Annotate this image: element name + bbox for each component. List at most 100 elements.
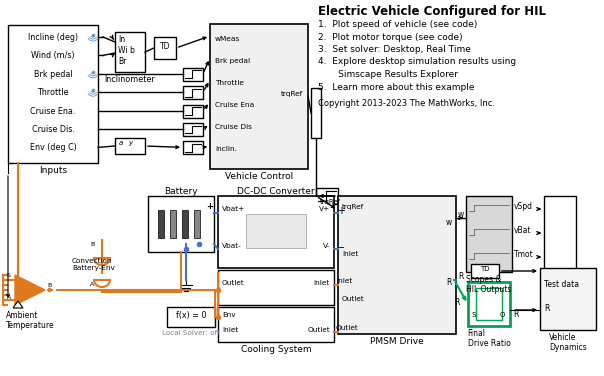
Text: wMeas: wMeas (215, 36, 240, 42)
Text: A: A (7, 295, 11, 300)
Text: TD: TD (480, 266, 490, 272)
Text: O: O (500, 312, 506, 318)
Bar (218, 196, 334, 268)
Bar (210, 24, 308, 169)
Bar (544, 196, 576, 272)
Text: trqRef: trqRef (281, 91, 303, 97)
Text: Final
Drive Ratio: Final Drive Ratio (467, 329, 510, 349)
Text: Outlet: Outlet (336, 325, 359, 331)
Text: Outlet: Outlet (342, 296, 365, 302)
Bar (148, 196, 214, 252)
Text: Throttle: Throttle (215, 80, 244, 86)
Bar (158, 210, 164, 238)
Text: Inlet: Inlet (222, 327, 238, 333)
Text: R: R (513, 310, 518, 319)
Text: Throttle: Throttle (37, 88, 69, 97)
Text: f(x) = 0: f(x) = 0 (176, 311, 206, 320)
Bar (218, 307, 334, 342)
Text: Brk pedal: Brk pedal (34, 70, 72, 79)
Text: trqRef: trqRef (342, 204, 364, 210)
Text: R: R (458, 272, 463, 281)
Text: y: y (128, 140, 132, 146)
Bar (468, 282, 510, 326)
Text: Inputs: Inputs (39, 166, 67, 175)
Polygon shape (13, 301, 23, 308)
Text: 5.  Learn more about this example: 5. Learn more about this example (318, 82, 475, 91)
Bar (338, 196, 456, 334)
Text: B: B (90, 242, 94, 247)
Bar (183, 105, 203, 118)
Polygon shape (15, 275, 45, 305)
Bar (183, 86, 203, 99)
Text: Incline (deg): Incline (deg) (28, 33, 78, 42)
Text: Inlet: Inlet (313, 280, 330, 286)
Bar (218, 270, 334, 305)
Text: PMSM Drive: PMSM Drive (370, 337, 424, 346)
Text: Inclinometer: Inclinometer (104, 75, 155, 84)
Text: 4.  Explore desktop simulation results using: 4. Explore desktop simulation results us… (318, 58, 516, 67)
Text: Wind (m/s): Wind (m/s) (31, 52, 75, 61)
Text: Inclin.: Inclin. (215, 146, 237, 152)
Bar (311, 88, 321, 138)
Text: trqRef: trqRef (320, 199, 341, 205)
Text: Wi b: Wi b (118, 46, 135, 55)
Text: Outlet: Outlet (222, 280, 245, 286)
Bar (194, 210, 200, 238)
Text: 3.  Set solver: Desktop, Real Time: 3. Set solver: Desktop, Real Time (318, 45, 471, 54)
Text: V+: V+ (319, 206, 330, 212)
Text: A: A (90, 282, 94, 287)
Text: V-: V- (323, 243, 330, 249)
Text: Test data: Test data (544, 280, 579, 289)
Text: a: a (119, 140, 123, 146)
Text: Scopes &
HIL Outputs: Scopes & HIL Outputs (466, 275, 512, 294)
Text: R: R (446, 278, 452, 287)
Bar (154, 37, 176, 59)
Text: Vehicle
Dynamics: Vehicle Dynamics (549, 333, 587, 352)
Text: Cruise Dis: Cruise Dis (215, 124, 252, 130)
Bar (183, 68, 203, 81)
Text: Env (deg C): Env (deg C) (30, 143, 76, 152)
Text: 2.  Plot motor torque (see code): 2. Plot motor torque (see code) (318, 32, 463, 41)
Text: Br: Br (118, 57, 126, 66)
Bar (540, 268, 596, 330)
Bar (246, 214, 306, 248)
Text: +: + (337, 206, 345, 216)
Bar (167, 307, 215, 327)
Bar (466, 196, 512, 272)
Text: Battery: Battery (164, 187, 198, 196)
Text: TD: TD (159, 42, 170, 51)
Text: w: w (458, 210, 464, 219)
Text: Env: Env (222, 312, 236, 318)
Text: Convection
Battery-Env: Convection Battery-Env (72, 258, 115, 271)
Bar (476, 288, 502, 320)
Text: Local Solver: off: Local Solver: off (162, 330, 220, 336)
Bar (183, 141, 203, 155)
Text: Cruise Ena.: Cruise Ena. (30, 107, 76, 115)
Text: −: − (337, 243, 345, 253)
Text: Copyright 2013-2023 The MathWorks, Inc.: Copyright 2013-2023 The MathWorks, Inc. (318, 99, 495, 108)
Text: Inlet: Inlet (342, 251, 358, 257)
Text: Outlet: Outlet (307, 327, 330, 333)
Bar (182, 210, 188, 238)
Text: Electric Vehicle Configured for HIL: Electric Vehicle Configured for HIL (318, 5, 546, 18)
Bar (115, 138, 145, 154)
Text: vBat: vBat (514, 226, 532, 235)
Text: S: S (472, 312, 477, 318)
Text: Brk pedal: Brk pedal (215, 58, 250, 64)
Text: Inlet: Inlet (336, 278, 352, 284)
Text: Ambient
Temperature: Ambient Temperature (5, 311, 54, 331)
Text: w: w (446, 218, 452, 227)
Text: DC-DC Converter: DC-DC Converter (237, 187, 315, 196)
Text: R: R (544, 304, 550, 313)
Bar (183, 123, 203, 136)
Text: Cruise Dis.: Cruise Dis. (31, 125, 74, 134)
Text: +: + (206, 202, 213, 211)
Text: Cruise Ena: Cruise Ena (215, 102, 254, 108)
Text: R: R (454, 298, 460, 307)
Text: B: B (47, 283, 51, 288)
Bar (115, 32, 145, 72)
Text: Vehicle Control: Vehicle Control (225, 172, 293, 181)
Bar (471, 264, 499, 278)
Text: vSpd: vSpd (514, 202, 533, 211)
Text: Tmot: Tmot (514, 250, 534, 259)
